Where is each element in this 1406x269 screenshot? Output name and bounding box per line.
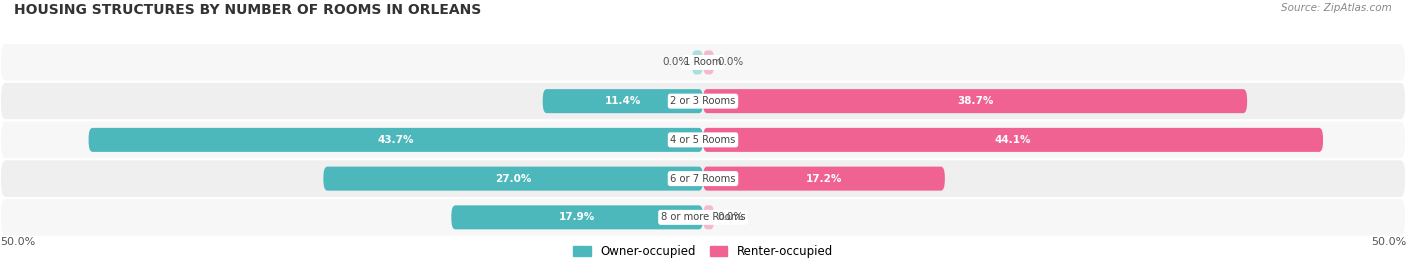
Text: 0.0%: 0.0% xyxy=(717,212,744,222)
Text: 17.9%: 17.9% xyxy=(560,212,595,222)
Legend: Owner-occupied, Renter-occupied: Owner-occupied, Renter-occupied xyxy=(568,241,838,263)
Text: 4 or 5 Rooms: 4 or 5 Rooms xyxy=(671,135,735,145)
FancyBboxPatch shape xyxy=(0,43,1406,82)
Text: 2 or 3 Rooms: 2 or 3 Rooms xyxy=(671,96,735,106)
FancyBboxPatch shape xyxy=(323,167,703,191)
FancyBboxPatch shape xyxy=(451,205,703,229)
FancyBboxPatch shape xyxy=(703,128,1323,152)
Text: 0.0%: 0.0% xyxy=(662,57,689,68)
Text: 6 or 7 Rooms: 6 or 7 Rooms xyxy=(671,174,735,184)
FancyBboxPatch shape xyxy=(0,159,1406,198)
Text: 17.2%: 17.2% xyxy=(806,174,842,184)
Text: 0.0%: 0.0% xyxy=(717,57,744,68)
FancyBboxPatch shape xyxy=(543,89,703,113)
Text: Source: ZipAtlas.com: Source: ZipAtlas.com xyxy=(1281,3,1392,13)
FancyBboxPatch shape xyxy=(703,205,714,229)
Text: 43.7%: 43.7% xyxy=(378,135,413,145)
Text: 27.0%: 27.0% xyxy=(495,174,531,184)
Text: HOUSING STRUCTURES BY NUMBER OF ROOMS IN ORLEANS: HOUSING STRUCTURES BY NUMBER OF ROOMS IN… xyxy=(14,3,481,17)
FancyBboxPatch shape xyxy=(0,82,1406,121)
Text: 11.4%: 11.4% xyxy=(605,96,641,106)
Text: 8 or more Rooms: 8 or more Rooms xyxy=(661,212,745,222)
FancyBboxPatch shape xyxy=(703,167,945,191)
Text: 50.0%: 50.0% xyxy=(1371,237,1406,247)
Text: 50.0%: 50.0% xyxy=(0,237,35,247)
Text: 1 Room: 1 Room xyxy=(685,57,721,68)
FancyBboxPatch shape xyxy=(692,50,703,75)
Text: 38.7%: 38.7% xyxy=(957,96,993,106)
FancyBboxPatch shape xyxy=(703,50,714,75)
Text: 44.1%: 44.1% xyxy=(995,135,1031,145)
FancyBboxPatch shape xyxy=(89,128,703,152)
FancyBboxPatch shape xyxy=(703,89,1247,113)
FancyBboxPatch shape xyxy=(0,121,1406,159)
FancyBboxPatch shape xyxy=(0,198,1406,237)
